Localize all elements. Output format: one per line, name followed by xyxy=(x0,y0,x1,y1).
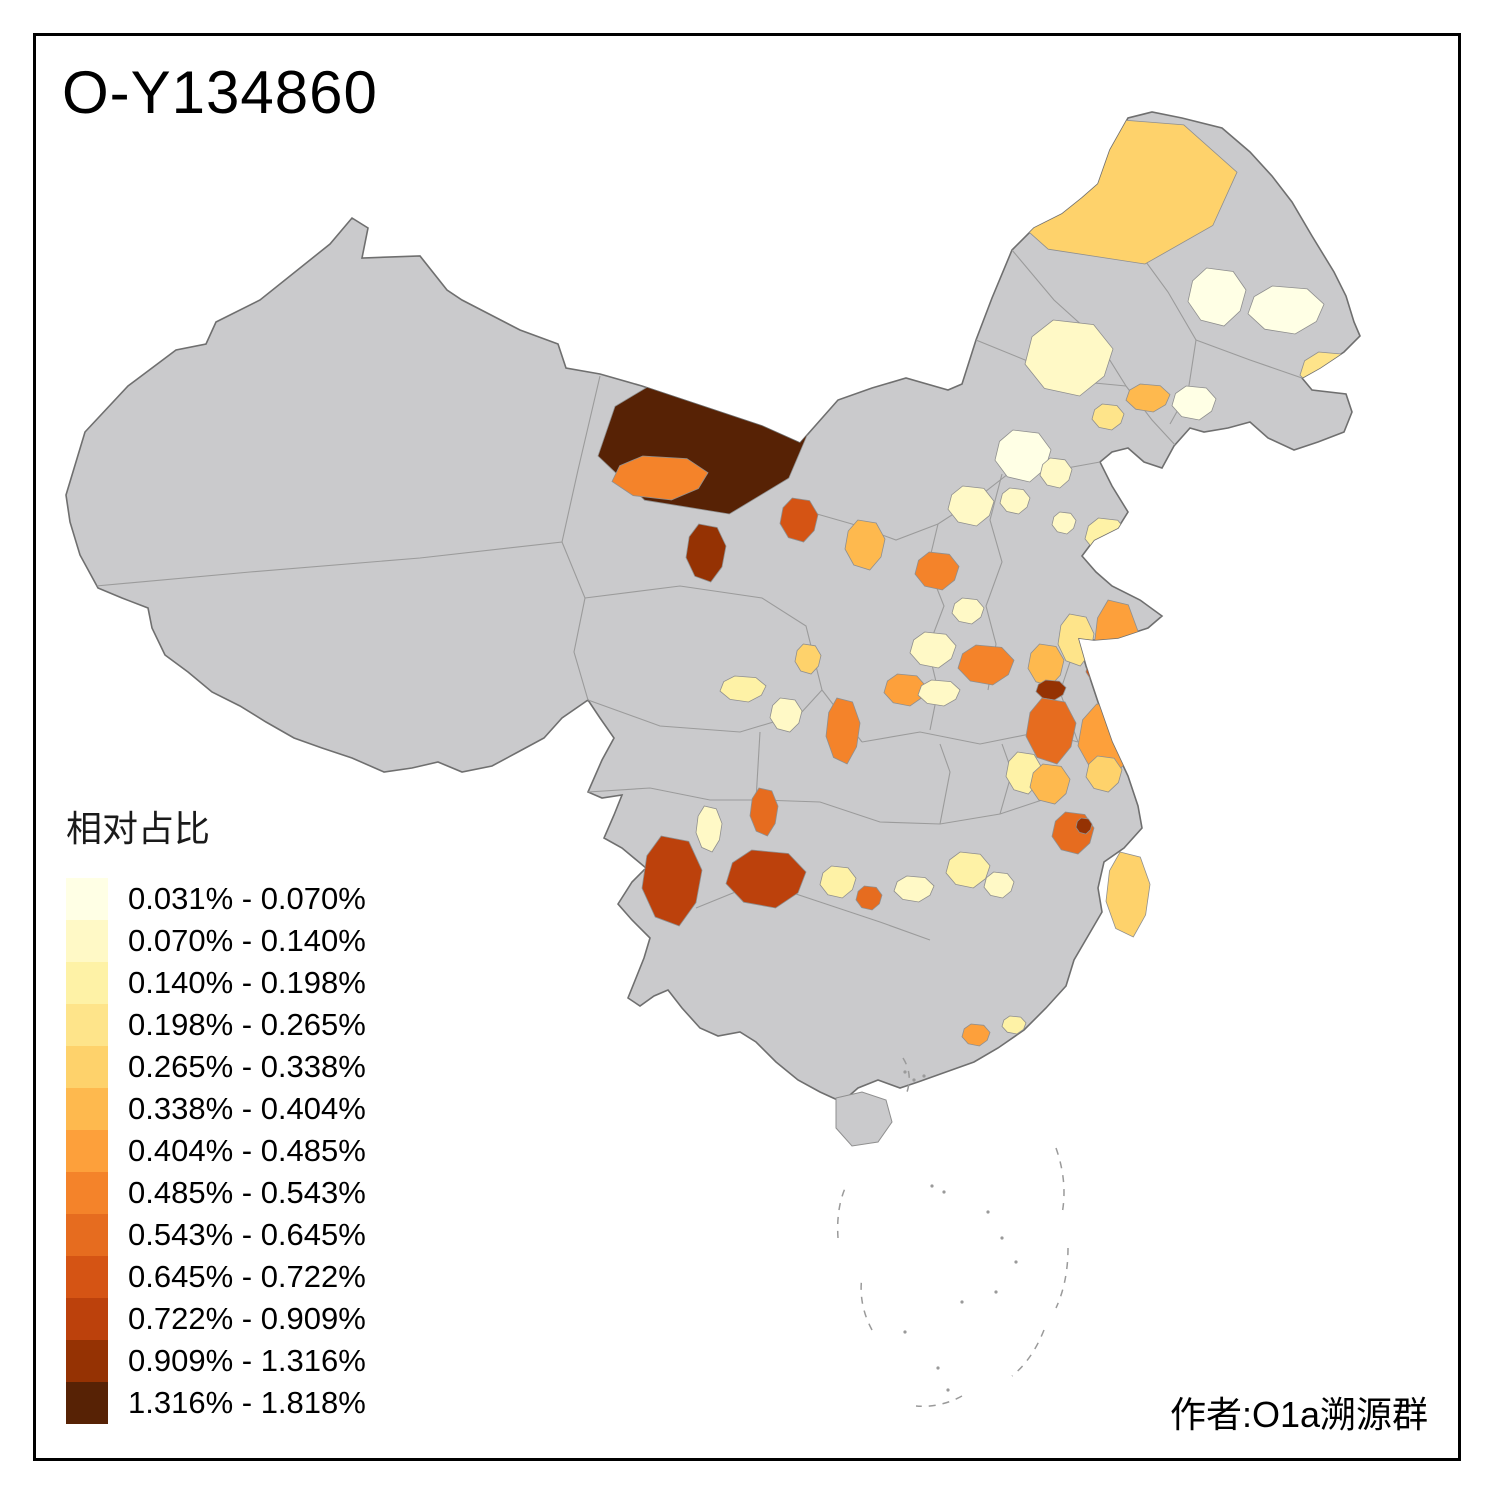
taiwan-island-region xyxy=(1105,851,1151,938)
map-region xyxy=(685,523,727,583)
legend-item: 0.645% - 0.722% xyxy=(66,1256,366,1298)
legend-color-swatch xyxy=(66,1382,108,1424)
map-region xyxy=(769,697,803,733)
map-region xyxy=(951,597,985,625)
legend-item: 0.140% - 0.198% xyxy=(66,962,366,1004)
legend-color-swatch xyxy=(66,1046,108,1088)
legend-color-swatch xyxy=(66,1004,108,1046)
legend-color-swatch xyxy=(66,1172,108,1214)
legend-range-label: 0.338% - 0.404% xyxy=(128,1091,366,1126)
map-region xyxy=(909,631,957,669)
map-region xyxy=(611,455,709,501)
legend-item: 0.485% - 0.543% xyxy=(66,1172,366,1214)
attribution: 作者:O1a溯源群 xyxy=(1169,1394,1428,1435)
legend-range-label: 0.265% - 0.338% xyxy=(128,1049,366,1084)
legend-title: 相对占比 xyxy=(66,808,211,849)
legend-items: 0.031% - 0.070% 0.070% - 0.140% 0.140% - 0… xyxy=(66,878,366,1424)
legend-item: 0.909% - 1.316% xyxy=(66,1340,366,1382)
map-region xyxy=(719,675,767,703)
legend-range-label: 0.404% - 0.485% xyxy=(128,1133,366,1168)
map-region xyxy=(725,849,807,909)
map-region xyxy=(819,865,857,899)
map-region xyxy=(1247,285,1325,335)
legend-item: 0.265% - 0.338% xyxy=(66,1046,366,1088)
island-regions xyxy=(1105,851,1151,938)
legend-item: 0.722% - 0.909% xyxy=(66,1298,366,1340)
legend-range-label: 0.198% - 0.265% xyxy=(128,1007,366,1042)
map-region xyxy=(947,485,995,527)
map-region xyxy=(794,643,822,675)
map-region xyxy=(1051,511,1077,535)
map-region xyxy=(1084,517,1128,555)
map-region xyxy=(641,835,703,927)
map-region xyxy=(893,875,935,903)
map-region xyxy=(999,487,1031,515)
map-region xyxy=(1001,1015,1027,1035)
legend-item: 0.031% - 0.070% xyxy=(66,878,366,920)
map-region xyxy=(1171,385,1217,421)
map-region xyxy=(961,1023,991,1047)
map-region xyxy=(844,519,886,571)
map-region xyxy=(855,885,883,911)
legend-range-label: 1.316% - 1.818% xyxy=(128,1385,366,1420)
legend-range-label: 0.070% - 0.140% xyxy=(128,923,366,958)
legend-range-label: 0.722% - 0.909% xyxy=(128,1301,366,1336)
map-region xyxy=(994,429,1052,483)
map-title: O-Y134860 xyxy=(62,59,378,126)
south-china-sea-dashes xyxy=(836,1057,1069,1408)
legend: 相对占比 0.031% - 0.070% 0.070% - 0.140% 0.140… xyxy=(66,800,366,1424)
legend-item: 0.543% - 0.645% xyxy=(66,1214,366,1256)
legend-color-swatch xyxy=(66,1340,108,1382)
outer-frame-border xyxy=(33,33,1461,1461)
map-region xyxy=(883,673,927,707)
legend-item: 0.070% - 0.140% xyxy=(66,920,366,962)
legend-range-label: 0.543% - 0.645% xyxy=(128,1217,366,1252)
map-region xyxy=(1187,267,1247,327)
legend-range-label: 0.031% - 0.070% xyxy=(128,881,366,916)
map-region xyxy=(957,644,1015,686)
map-region xyxy=(1085,755,1123,793)
map-region xyxy=(1091,403,1125,431)
legend-range-label: 0.909% - 1.316% xyxy=(128,1343,366,1378)
legend-color-swatch xyxy=(66,920,108,962)
hainan-island xyxy=(835,1091,893,1147)
legend-item: 0.404% - 0.485% xyxy=(66,1130,366,1172)
legend-color-swatch xyxy=(66,1214,108,1256)
legend-color-swatch xyxy=(66,1298,108,1340)
legend-range-label: 0.645% - 0.722% xyxy=(128,1259,366,1294)
legend-item: 0.198% - 0.265% xyxy=(66,1004,366,1046)
legend-color-swatch xyxy=(66,1130,108,1172)
legend-range-label: 0.485% - 0.543% xyxy=(128,1175,366,1210)
map-region xyxy=(779,497,819,543)
legend-item: 1.316% - 1.818% xyxy=(66,1382,366,1424)
legend-range-label: 0.140% - 0.198% xyxy=(128,965,366,1000)
map-region xyxy=(1093,599,1139,683)
legend-item: 0.338% - 0.404% xyxy=(66,1088,366,1130)
map-region xyxy=(945,851,991,889)
map-region xyxy=(825,697,861,765)
map-region xyxy=(1025,697,1077,765)
map-region xyxy=(1039,457,1073,489)
legend-color-swatch xyxy=(66,878,108,920)
map-region xyxy=(983,871,1015,899)
map-region xyxy=(1024,319,1114,397)
map-region xyxy=(749,787,779,837)
map-region xyxy=(1029,763,1071,805)
legend-color-swatch xyxy=(66,962,108,1004)
map-region xyxy=(1075,817,1093,835)
legend-color-swatch xyxy=(66,1256,108,1298)
map-region xyxy=(917,679,961,707)
map-region xyxy=(1125,383,1171,413)
map-region xyxy=(914,551,960,591)
legend-color-swatch xyxy=(66,1088,108,1130)
map-region xyxy=(695,805,723,853)
